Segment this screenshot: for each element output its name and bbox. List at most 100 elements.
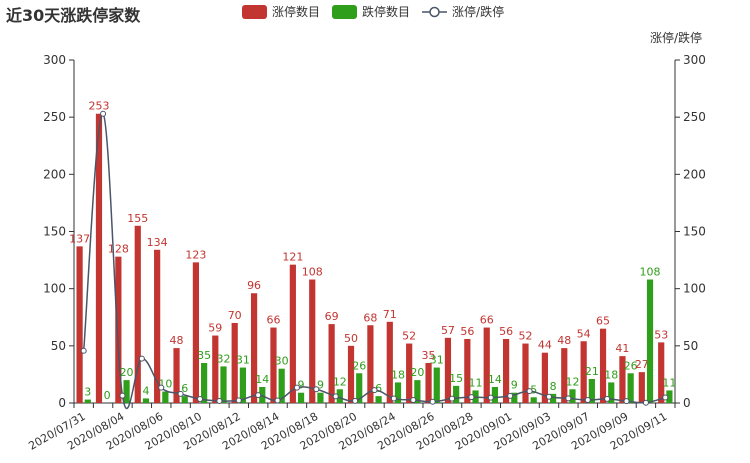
bar-limit-down[interactable]: [356, 373, 363, 403]
ratio-point[interactable]: [177, 390, 184, 397]
bar-limit-up[interactable]: [619, 356, 626, 403]
ratio-point[interactable]: [197, 395, 204, 402]
data-label-limit-up: 56: [499, 325, 513, 338]
ratio-point[interactable]: [274, 397, 281, 404]
bar-limit-up[interactable]: [173, 348, 180, 403]
ratio-point[interactable]: [662, 394, 669, 401]
ratio-point[interactable]: [158, 384, 165, 391]
bar-limit-up[interactable]: [464, 338, 471, 403]
bar-limit-up[interactable]: [561, 348, 568, 403]
ratio-point[interactable]: [584, 397, 591, 404]
bar-limit-down[interactable]: [646, 279, 654, 403]
bar-limit-up[interactable]: [231, 322, 238, 403]
bar-limit-down[interactable]: [317, 392, 324, 403]
data-label-limit-down: 11: [469, 376, 483, 389]
bar-limit-up[interactable]: [599, 328, 607, 403]
ratio-point[interactable]: [138, 355, 145, 362]
ratio-point[interactable]: [468, 394, 475, 401]
bar-limit-down[interactable]: [336, 389, 343, 403]
bar-limit-down[interactable]: [278, 368, 285, 403]
bar-limit-down[interactable]: [491, 386, 499, 403]
ratio-point[interactable]: [429, 398, 436, 405]
bar-limit-up[interactable]: [347, 345, 355, 403]
ratio-point[interactable]: [604, 395, 611, 402]
ratio-point[interactable]: [352, 397, 359, 404]
ratio-point[interactable]: [507, 392, 514, 399]
bar-limit-up[interactable]: [270, 327, 277, 403]
bar-limit-up[interactable]: [444, 337, 452, 403]
bar-limit-down[interactable]: [569, 389, 576, 403]
bar-limit-down[interactable]: [239, 367, 246, 403]
ratio-point[interactable]: [565, 395, 572, 402]
ratio-point[interactable]: [332, 393, 339, 400]
bar-limit-up[interactable]: [522, 343, 529, 403]
ratio-point[interactable]: [390, 395, 397, 402]
bar-limit-down[interactable]: [608, 382, 615, 403]
bar-limit-down[interactable]: [201, 362, 208, 403]
bar-limit-down[interactable]: [511, 392, 518, 403]
ratio-point[interactable]: [371, 387, 378, 394]
ratio-point[interactable]: [100, 110, 107, 117]
bar-limit-up[interactable]: [95, 113, 103, 403]
bar-limit-down[interactable]: [297, 392, 305, 403]
ratio-point[interactable]: [449, 395, 456, 402]
ratio-point[interactable]: [119, 392, 126, 399]
ratio-point[interactable]: [255, 392, 262, 399]
ratio-point[interactable]: [293, 384, 300, 391]
y-tick-label-right: 300: [683, 53, 706, 67]
bar-limit-up[interactable]: [309, 279, 316, 403]
bar-limit-down[interactable]: [375, 396, 382, 403]
bar-limit-up[interactable]: [658, 342, 665, 403]
legend-item-ratio[interactable]: 涨停/跌停: [422, 3, 504, 20]
ratio-point[interactable]: [642, 399, 649, 406]
bar-limit-down[interactable]: [181, 396, 188, 403]
bar-limit-down[interactable]: [530, 397, 537, 403]
bar-limit-up[interactable]: [386, 321, 393, 403]
bar-limit-up[interactable]: [154, 249, 161, 403]
legend-item-limit-up[interactable]: 涨停数目: [242, 3, 320, 20]
bar-limit-down[interactable]: [549, 393, 557, 403]
bar-limit-down[interactable]: [666, 390, 673, 403]
bar-limit-down[interactable]: [259, 386, 266, 403]
bar-limit-up[interactable]: [580, 341, 587, 403]
bar-limit-up[interactable]: [503, 338, 510, 403]
ratio-point[interactable]: [545, 393, 552, 400]
ratio-point[interactable]: [235, 397, 242, 404]
bar-limit-up[interactable]: [483, 327, 490, 403]
bar-limit-up[interactable]: [367, 325, 374, 403]
bar-limit-down[interactable]: [162, 391, 169, 403]
bar-limit-up[interactable]: [638, 372, 645, 403]
ratio-point[interactable]: [313, 386, 320, 393]
bar-limit-up[interactable]: [115, 256, 122, 403]
ratio-point[interactable]: [526, 388, 533, 395]
bar-limit-up[interactable]: [289, 264, 296, 403]
data-label-limit-up: 71: [383, 308, 397, 321]
ratio-point[interactable]: [623, 398, 630, 405]
ratio-point[interactable]: [80, 347, 87, 354]
bar-limit-up[interactable]: [250, 293, 258, 403]
bar-limit-down[interactable]: [627, 373, 634, 403]
bar-limit-up[interactable]: [328, 324, 335, 403]
bar-limit-up[interactable]: [425, 362, 432, 403]
bar-limit-down[interactable]: [453, 385, 460, 403]
bar-limit-up[interactable]: [406, 343, 413, 403]
ratio-point[interactable]: [410, 397, 417, 404]
bar-limit-up[interactable]: [134, 225, 141, 403]
data-label-limit-down: 11: [662, 376, 676, 389]
bar-limit-down[interactable]: [588, 378, 595, 403]
bar-limit-up[interactable]: [192, 262, 200, 403]
bar-limit-down[interactable]: [414, 380, 421, 403]
bar-limit-down[interactable]: [433, 367, 440, 403]
bar-limit-down[interactable]: [123, 380, 130, 403]
ratio-point[interactable]: [216, 397, 223, 404]
legend-item-limit-down[interactable]: 跌停数目: [332, 3, 410, 20]
data-label-limit-up: 70: [228, 309, 242, 322]
bar-limit-up[interactable]: [212, 335, 219, 403]
bar-limit-down[interactable]: [394, 382, 402, 403]
bar-limit-down[interactable]: [220, 366, 227, 403]
bar-limit-down[interactable]: [142, 398, 150, 403]
ratio-point[interactable]: [487, 394, 494, 401]
bar-limit-up[interactable]: [541, 352, 548, 403]
bar-limit-up[interactable]: [76, 246, 83, 403]
bar-limit-down[interactable]: [84, 399, 91, 403]
